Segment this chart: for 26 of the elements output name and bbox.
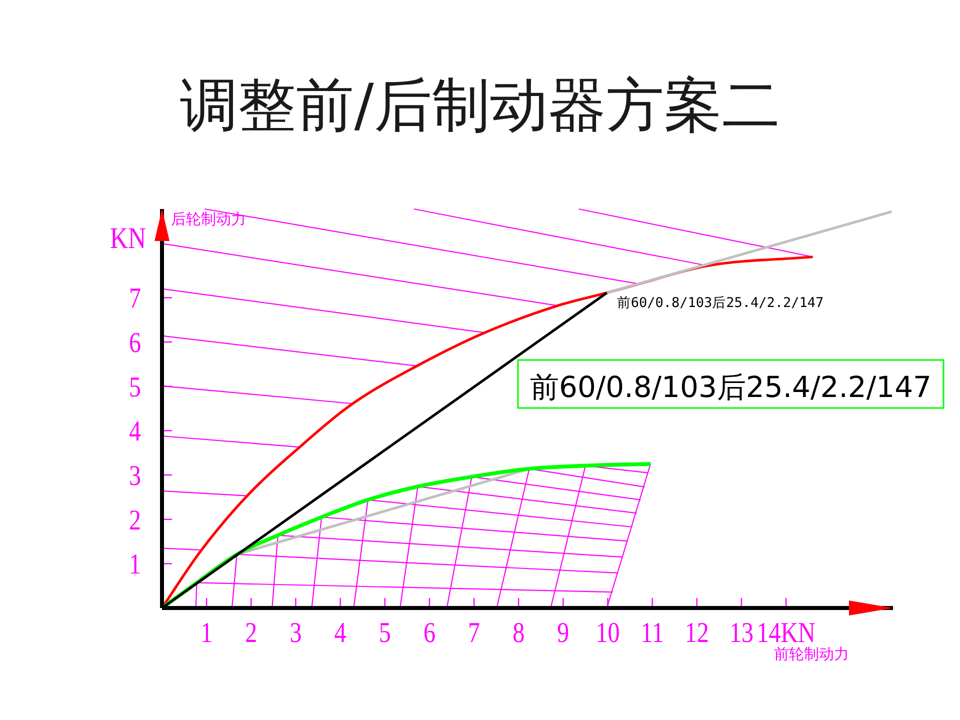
y-tick-label: 7 — [129, 282, 141, 314]
xlabel: 前轮制动力 — [774, 645, 850, 663]
x-tick-label: 5 — [378, 616, 391, 649]
y-tick-label: 3 — [129, 458, 141, 492]
x-tick-label: 6 — [423, 616, 436, 649]
x-tick-label: 11 — [640, 616, 664, 649]
y-tick-label: 1 — [129, 548, 141, 580]
annotation: KN — [110, 220, 146, 255]
x-tick-label: 2 — [245, 616, 258, 649]
x-tick-label: 9 — [557, 616, 570, 649]
x-tick-label: 8 — [512, 616, 525, 649]
x-tick-label: 13 — [729, 616, 754, 649]
y-tick-label: 4 — [129, 414, 141, 448]
y-tick-label: 2 — [129, 503, 141, 536]
annotation: 前60/0.8/103后25.4/2.2/147 — [517, 359, 944, 409]
x-tick-label: 3 — [290, 616, 302, 649]
y-tick-label: 6 — [129, 326, 141, 359]
title: 调整前/后制动器方案二 — [180, 71, 780, 139]
y-tick-label: 5 — [129, 370, 141, 403]
annotation: 前60/0.8/103后25.4/2.2/147 — [530, 370, 932, 404]
x-tick-label: 12 — [684, 616, 709, 649]
x-tick-label: 7 — [468, 616, 480, 649]
annotation: 前60/0.8/103后25.4/2.2/147 — [616, 294, 824, 311]
x-tick-label: 4 — [334, 616, 346, 649]
x-tick-label: 1 — [200, 616, 213, 649]
x-tick-label: 10 — [596, 616, 620, 649]
